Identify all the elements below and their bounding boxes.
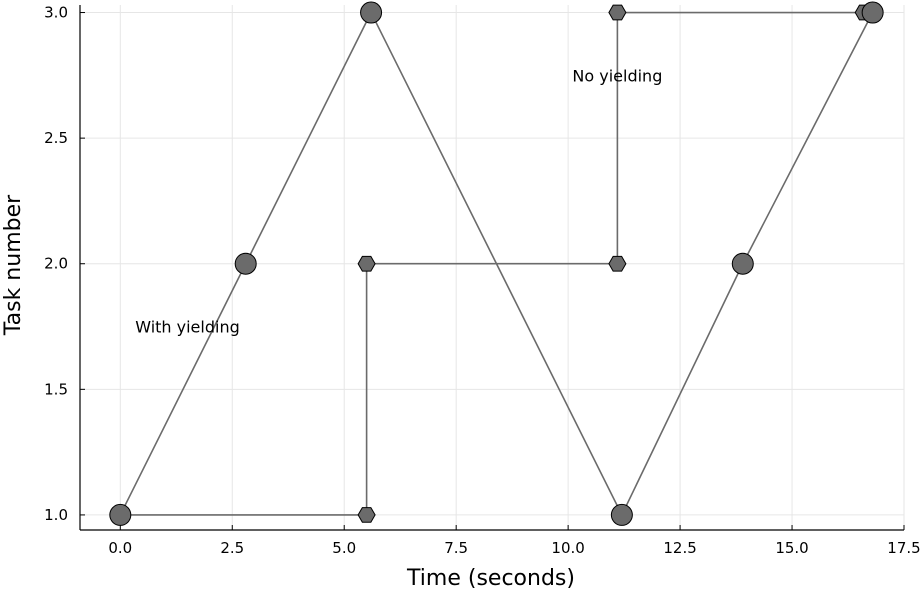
x-tick-label: 15.0 [775,539,808,557]
y-tick-label: 1.5 [44,380,68,398]
data-point-circle [861,1,884,24]
data-point-circle [360,1,383,24]
data-point-hexagon [608,4,627,21]
data-point-circle [731,252,754,275]
tick-labels: 0.0 2.5 5.0 7.5 10.0 12.5 15.0 17.5 1.0 1.5 2.0 2.5… [44,4,921,557]
data-point-circle [610,503,633,526]
x-tick-label: 10.0 [551,539,584,557]
y-tick-label: 1.0 [44,506,68,524]
y-axis-title: Task number [1,194,26,336]
y-tick-label: 2.5 [44,129,68,147]
x-tick-label: 2.5 [220,539,244,557]
annotations: No yielding With yielding [135,66,662,336]
x-tick-label: 17.5 [887,539,920,557]
series-markers [109,1,884,526]
data-point-circle [109,503,132,526]
x-axis-title: Time (seconds) [406,566,575,590]
y-tick-label: 3.0 [44,4,68,22]
data-point-hexagon [357,507,376,523]
x-tick-label: 12.5 [663,539,696,557]
data-point-hexagon [608,255,627,272]
annotation-label: With yielding [135,318,240,337]
axes [79,5,905,531]
series-line-hexagon [120,11,864,516]
data-point-circle [234,252,257,275]
annotation-label: No yielding [572,66,662,85]
x-tick-label: 5.0 [332,539,356,557]
x-tick-label: 0.0 [108,539,132,557]
x-tick-label: 7.5 [444,539,468,557]
y-tick-label: 2.0 [44,255,68,273]
series-lines [119,11,874,516]
data-point-hexagon [357,255,376,272]
